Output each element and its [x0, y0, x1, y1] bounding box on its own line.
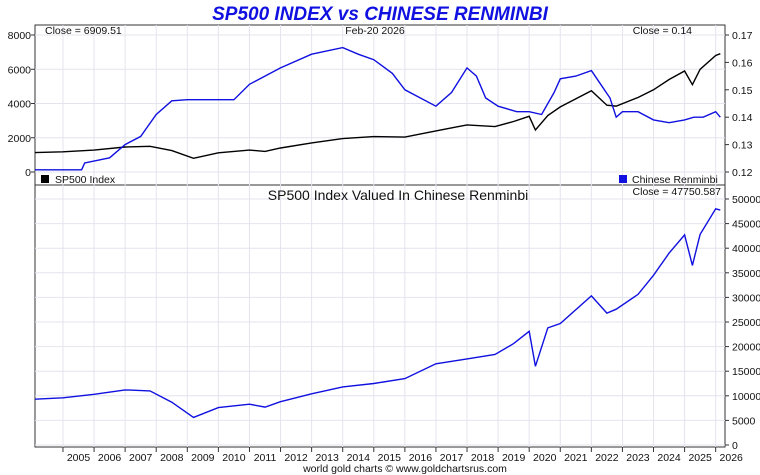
x-tick-label: 2015 [378, 452, 402, 464]
series-line-sp500 [34, 53, 721, 160]
x-tick-label: 2017 [440, 452, 464, 464]
y-tick-label-left: 2000 [8, 133, 32, 145]
y-tick-label-right: 15000 [732, 366, 760, 378]
chart-title: SP500 INDEX vs CHINESE RENMINBI [212, 4, 548, 25]
y-tick-label-right: 0.14 [732, 112, 753, 124]
y-tick-label-left: 6000 [8, 64, 32, 76]
x-tick-label: 2008 [160, 452, 184, 464]
series-line-sp500-in-cny [34, 207, 721, 419]
y-tick-label-right: 45000 [732, 219, 760, 231]
y-tick-label-left: 8000 [8, 30, 32, 42]
close-left-label: Close = 6909.51 [45, 25, 122, 37]
x-tick-label: 2018 [471, 452, 495, 464]
y-tick-label-right: 40000 [732, 243, 760, 255]
x-tick-label: 2022 [595, 452, 619, 464]
x-tick-label: 2006 [98, 452, 122, 464]
y-tick-label-right: 50000 [732, 194, 760, 206]
y-tick-label-right: 0.13 [732, 140, 753, 152]
x-tick-label: 2024 [657, 452, 681, 464]
y-tick-label-left: 4000 [8, 99, 32, 111]
top-right-axis: 0.12 0.13 0.14 0.15 0.16 0.17 [725, 30, 753, 179]
x-tick-label: 2025 [688, 452, 712, 464]
y-tick-label-right: 0.17 [732, 30, 753, 42]
x-tick-label: 2019 [502, 452, 526, 464]
x-tick-label: 2014 [347, 452, 371, 464]
x-tick-label: 2012 [284, 452, 308, 464]
x-tick-label: 2009 [191, 452, 215, 464]
bottom-right-axis: 0 5000 10000 15000 20000 25000 30000 35000 40000… [725, 194, 760, 452]
y-tick-label-right: 30000 [732, 292, 760, 304]
x-tick-label: 2026 [720, 452, 744, 464]
bottom-close-label: Close = 47750.587 [633, 186, 722, 198]
y-tick-label-right: 0.15 [732, 85, 753, 97]
series-line-renminbi [35, 46, 721, 171]
y-tick-label-right: 0.12 [732, 167, 753, 179]
legend-label-renminbi: Chinese Renminbi [632, 174, 718, 186]
top-left-axis: 0 2000 4000 6000 8000 [8, 30, 35, 179]
x-tick-label: 2021 [564, 452, 588, 464]
y-tick-label-right: 5000 [732, 415, 756, 427]
y-tick-label-right: 0.16 [732, 57, 753, 69]
top-panel-frame [34, 24, 726, 186]
close-right-label: Close = 0.14 [633, 25, 692, 37]
bottom-panel-frame [34, 184, 726, 448]
x-tick-label: 2023 [626, 452, 650, 464]
y-tick-label-right: 10000 [732, 391, 760, 403]
gridlines [35, 25, 725, 447]
x-tick-label: 2010 [222, 452, 246, 464]
bottom-chart-title: SP500 Index Valued In Chinese Renminbi [268, 187, 528, 203]
date-label: Feb-20 2026 [345, 25, 405, 37]
y-tick-label-right: 0 [732, 440, 738, 452]
legend-swatch-renminbi [619, 175, 627, 183]
x-tick-label: 2016 [409, 452, 433, 464]
y-tick-label-right: 20000 [732, 342, 760, 354]
x-tick-label: 2007 [129, 452, 153, 464]
x-axis: 2005 2006 2007 2008 2009 2010 2011 2012 2013 2014… [62, 447, 744, 464]
legend-swatch-sp500 [41, 175, 49, 183]
x-tick-label: 2013 [315, 452, 339, 464]
y-tick-label-left: 0 [25, 167, 31, 179]
footer-credit: world gold charts © www.goldchartsrus.co… [302, 463, 507, 475]
legend-label-sp500: SP500 Index [55, 174, 116, 186]
y-tick-label-right: 25000 [732, 317, 760, 329]
x-tick-label: 2005 [67, 452, 91, 464]
y-tick-label-right: 35000 [732, 268, 760, 280]
x-tick-label: 2020 [533, 452, 557, 464]
x-tick-label: 2011 [254, 452, 277, 464]
